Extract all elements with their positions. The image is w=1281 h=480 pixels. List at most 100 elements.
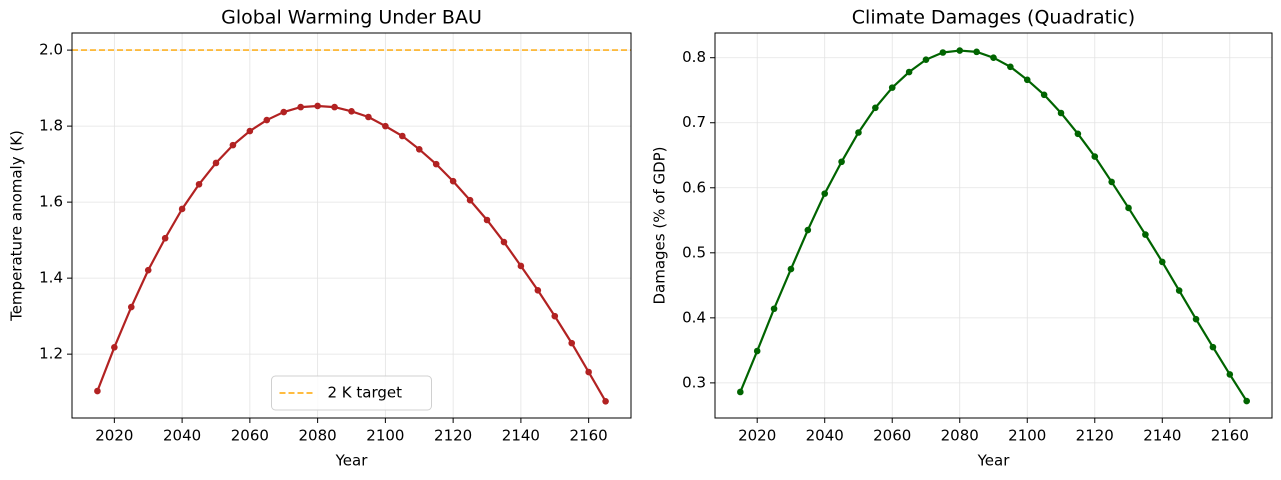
data-point xyxy=(500,238,508,246)
x-tick-label: 2020 xyxy=(95,427,133,445)
x-axis-label: Year xyxy=(335,452,369,470)
x-tick-label: 2040 xyxy=(163,427,201,445)
data-point xyxy=(348,107,355,115)
data-point xyxy=(127,303,135,311)
data-point xyxy=(178,205,186,213)
data-point xyxy=(585,368,592,376)
data-point xyxy=(161,234,169,242)
data-point xyxy=(956,47,964,54)
data-point xyxy=(1091,153,1099,160)
y-axis-label: Temperature anomaly (K) xyxy=(8,130,26,322)
data-point xyxy=(1125,204,1132,212)
data-point xyxy=(1142,231,1149,238)
plot-frame xyxy=(71,32,632,419)
data-point xyxy=(1057,109,1065,117)
data-point xyxy=(534,287,542,294)
chart-title: Global Warming Under BAU xyxy=(221,7,482,29)
data-point xyxy=(1158,258,1166,266)
data-point xyxy=(939,49,947,56)
x-tick-label: 2020 xyxy=(738,427,776,445)
y-tick-label: 2.0 xyxy=(39,41,63,59)
data-point xyxy=(314,102,321,110)
data-point xyxy=(517,262,525,270)
data-point xyxy=(602,397,609,405)
x-axis-label: Year xyxy=(977,452,1011,470)
x-tick-label: 2060 xyxy=(231,427,269,445)
data-point xyxy=(821,190,829,197)
data-point xyxy=(229,141,237,149)
y-tick-label: 1.8 xyxy=(39,117,63,135)
data-point xyxy=(432,160,440,168)
legend-label: 2 K target xyxy=(328,384,403,402)
data-point xyxy=(737,388,744,396)
data-point xyxy=(195,180,203,188)
x-tick-label: 2120 xyxy=(1076,427,1114,445)
x-tick-label: 2080 xyxy=(941,427,979,445)
data-point xyxy=(246,127,254,135)
x-tick-label: 2060 xyxy=(873,427,911,445)
data-point xyxy=(1209,343,1217,351)
x-tick-label: 2140 xyxy=(1143,427,1181,445)
data-point xyxy=(888,84,896,91)
x-tick-label: 2160 xyxy=(570,427,608,445)
data-point xyxy=(1226,371,1234,378)
data-point xyxy=(483,216,491,224)
data-point xyxy=(94,387,101,395)
y-tick-label: 1.2 xyxy=(39,345,63,363)
data-line xyxy=(96,104,607,402)
data-line xyxy=(739,49,1248,402)
data-point xyxy=(838,158,845,166)
data-point xyxy=(804,226,812,234)
plot-frame xyxy=(714,32,1273,419)
data-point xyxy=(144,266,152,274)
y-tick-label: 0.8 xyxy=(682,48,706,66)
data-point xyxy=(1074,130,1082,138)
y-axis-label: Damages (% of GDP) xyxy=(651,146,669,304)
data-point xyxy=(973,48,980,56)
y-tick-label: 0.7 xyxy=(682,113,706,131)
data-point xyxy=(365,113,372,121)
x-tick-label: 2080 xyxy=(299,427,337,445)
data-point xyxy=(280,108,288,116)
chart-title: Climate Damages (Quadratic) xyxy=(852,7,1135,29)
data-point xyxy=(568,339,576,347)
data-point xyxy=(297,103,304,111)
data-point xyxy=(905,68,913,76)
data-point xyxy=(922,56,930,63)
data-point xyxy=(753,347,761,355)
y-tick-label: 0.6 xyxy=(682,178,706,196)
data-point xyxy=(1023,76,1031,84)
data-point xyxy=(466,196,474,204)
data-point xyxy=(1192,315,1200,323)
data-point xyxy=(1243,397,1250,405)
data-point xyxy=(212,159,220,167)
data-point xyxy=(872,104,879,112)
data-point xyxy=(1108,178,1115,186)
data-point xyxy=(449,177,457,185)
y-tick-label: 1.4 xyxy=(39,269,63,287)
data-point xyxy=(787,265,795,273)
data-point xyxy=(111,344,118,351)
data-point xyxy=(1040,91,1048,99)
legend-box xyxy=(271,375,432,411)
data-point xyxy=(1007,63,1014,71)
x-tick-label: 2160 xyxy=(1211,427,1249,445)
y-tick-label: 0.5 xyxy=(682,243,706,261)
data-point xyxy=(263,116,271,124)
y-tick-label: 1.6 xyxy=(39,193,63,211)
data-point xyxy=(399,132,406,140)
x-tick-label: 2100 xyxy=(1008,427,1046,445)
x-tick-label: 2040 xyxy=(806,427,844,445)
data-point xyxy=(415,145,423,153)
y-tick-label: 0.4 xyxy=(682,308,706,326)
data-point xyxy=(331,103,338,111)
data-point xyxy=(855,129,862,136)
x-tick-label: 2120 xyxy=(434,427,472,445)
y-tick-label: 0.3 xyxy=(682,373,706,391)
data-point xyxy=(1175,287,1183,294)
x-tick-label: 2100 xyxy=(366,427,404,445)
data-point xyxy=(382,122,389,130)
data-point xyxy=(551,312,559,320)
x-tick-label: 2140 xyxy=(502,427,540,445)
